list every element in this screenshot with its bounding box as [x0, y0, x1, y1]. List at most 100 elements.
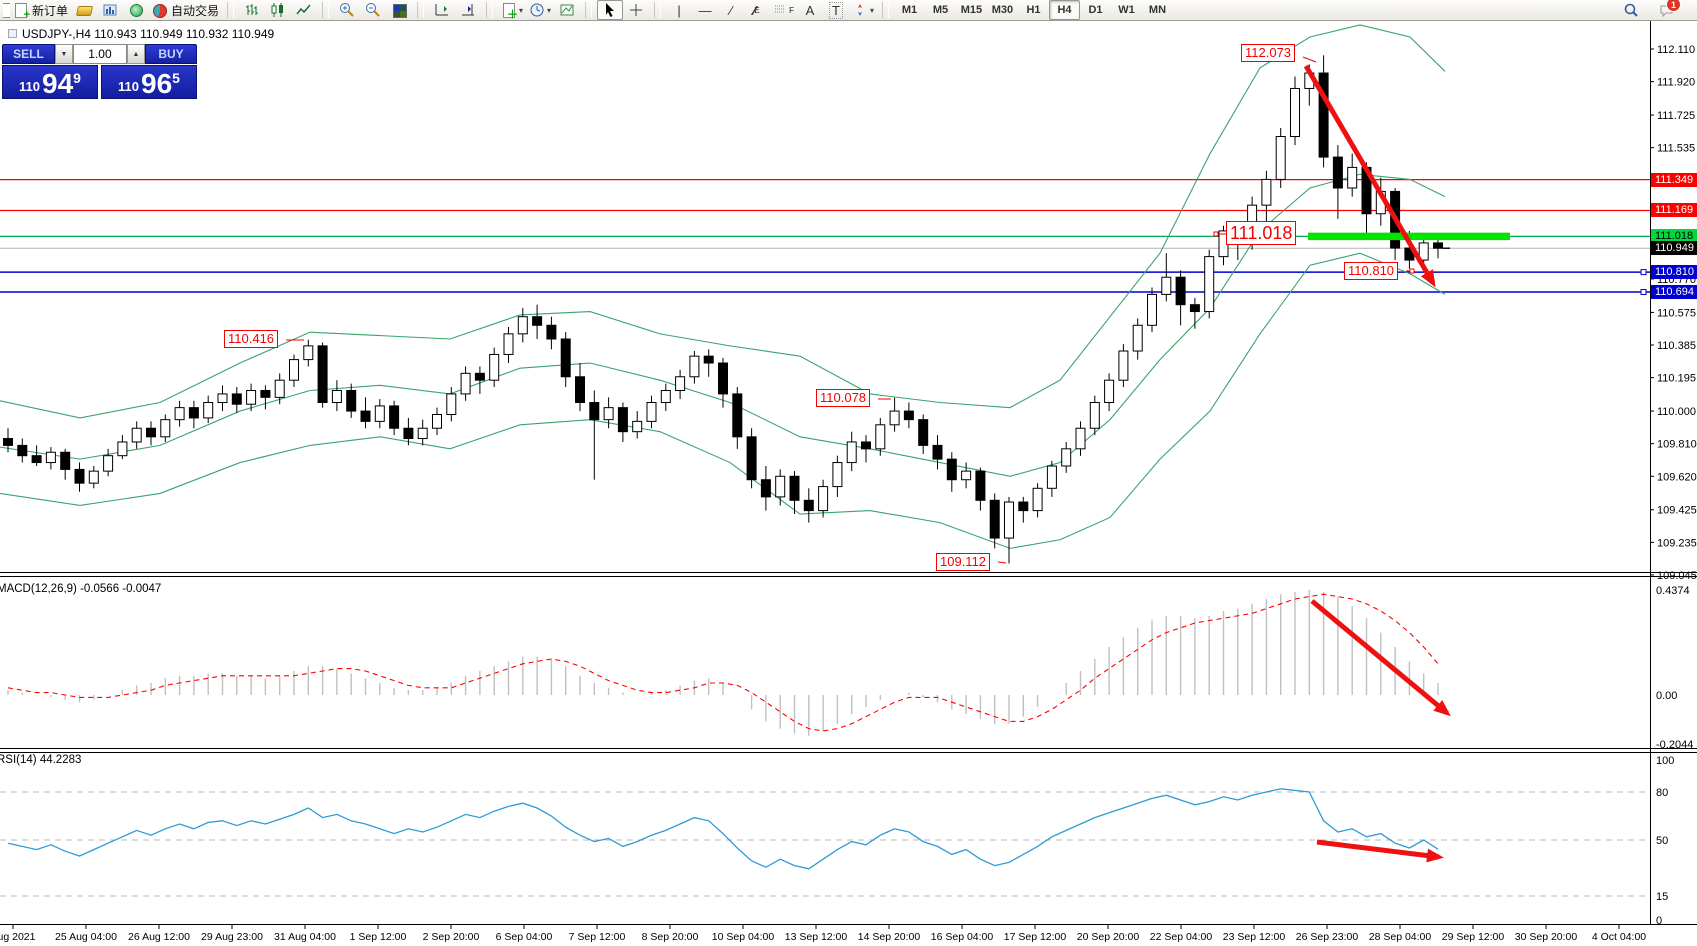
- zoom-in-button[interactable]: [334, 0, 360, 20]
- axis-price-badge: 110.810: [1651, 265, 1697, 280]
- tab-d1[interactable]: D1: [1088, 4, 1103, 16]
- sell-button[interactable]: SELL: [2, 44, 55, 64]
- buy-price-quote[interactable]: 110 96 5: [100, 65, 197, 99]
- cursor-button[interactable]: [597, 0, 624, 20]
- toolbar-separator: [881, 2, 889, 18]
- candlestick-chart-icon: [270, 2, 286, 18]
- notification-badge: 1: [1666, 0, 1681, 12]
- chat-bubble-icon: 1: [1659, 0, 1681, 18]
- svg-text:112.110: 112.110: [1657, 44, 1695, 56]
- tile-windows-icon: [391, 2, 408, 18]
- svg-text:31 Aug 04:00: 31 Aug 04:00: [274, 931, 336, 943]
- fibonacci-button[interactable]: F: [770, 0, 797, 20]
- text-button[interactable]: A: [797, 0, 823, 20]
- add-indicator-button[interactable]: ＋ ▾: [498, 0, 526, 21]
- svg-text:15: 15: [1656, 891, 1668, 903]
- bar-chart-icon: [244, 2, 260, 18]
- zoom-in-icon: [339, 2, 355, 18]
- trend-arrow[interactable]: [1316, 839, 1444, 863]
- sell-price-quote[interactable]: 110 94 9: [2, 65, 99, 99]
- svg-text:109.810: 109.810: [1657, 439, 1697, 451]
- toolbar-separator: [486, 2, 494, 18]
- auto-scroll-button[interactable]: [455, 0, 481, 20]
- template-icon: [559, 2, 575, 18]
- price-axis[interactable]: 112.110111.920111.725111.535110.770110.5…: [1650, 44, 1697, 582]
- green-highlight-segment[interactable]: [1308, 232, 1510, 241]
- add-indicator-icon: ＋: [501, 2, 518, 21]
- tab-h1[interactable]: H1: [1026, 4, 1041, 16]
- shapes-button[interactable]: ▾: [849, 0, 877, 20]
- horizontal-line-button[interactable]: —: [698, 2, 712, 18]
- signal-icon: [128, 2, 144, 18]
- time-axis[interactable]: Aug 2021 25 Aug 04:00 26 Aug 12:00 29 Aug 2…: [0, 924, 1646, 943]
- tab-m15[interactable]: M15: [960, 4, 983, 16]
- toolbar-group-charttype: [236, 0, 320, 20]
- price-annotation-110.078[interactable]: 110.078: [816, 389, 871, 407]
- tab-m5[interactable]: M5: [932, 4, 949, 16]
- timeframe-toolbar: M1 M5 M15 M30 H1 H4 D1 W1 MN: [891, 0, 1176, 20]
- svg-text:-0.2044: -0.2044: [1656, 739, 1693, 751]
- lot-size-input[interactable]: [72, 44, 127, 64]
- toolbar-separator: [227, 2, 235, 18]
- signals-button[interactable]: [123, 0, 149, 20]
- crosshair-button[interactable]: [623, 0, 649, 20]
- toolbar-group-drawtools: | — ∕ ∕∕E F A T ▾: [663, 0, 880, 20]
- main-toolbar: + 新订单 自动交易: [0, 0, 1697, 21]
- lot-increase-button[interactable]: ▲: [126, 44, 145, 64]
- zoom-out-button[interactable]: [360, 0, 386, 20]
- bar-chart-button[interactable]: [239, 0, 265, 20]
- new-order-button[interactable]: + 新订单: [10, 0, 71, 21]
- auto-scroll-icon: [460, 2, 476, 18]
- tile-windows-button[interactable]: [386, 0, 412, 20]
- gold-bar-icon: [75, 2, 94, 18]
- equidistant-channel-button[interactable]: ∕∕E: [744, 0, 770, 20]
- text-label-button[interactable]: T: [823, 0, 849, 20]
- period-button[interactable]: ▾: [526, 0, 554, 20]
- chart-corner-icon: [8, 29, 17, 38]
- chart-shift-button[interactable]: [429, 0, 455, 20]
- line-chart-button[interactable]: [291, 0, 317, 20]
- vertical-line-button[interactable]: |: [677, 2, 681, 18]
- fibo-label: F: [789, 5, 794, 15]
- price-annotation-111.018[interactable]: 111.018: [1226, 221, 1297, 245]
- toolbar-separator: [654, 2, 662, 18]
- svg-text:Aug 2021: Aug 2021: [0, 931, 36, 943]
- price-annotation-110.416[interactable]: 110.416: [224, 330, 279, 348]
- trendline-button[interactable]: ∕: [729, 2, 733, 18]
- search-icon: [1623, 2, 1639, 18]
- price-annotation-112.073[interactable]: 112.073: [1241, 44, 1296, 62]
- tab-h4[interactable]: H4: [1048, 0, 1080, 20]
- shapes-icon: [852, 2, 868, 18]
- svg-text:50: 50: [1656, 835, 1668, 847]
- tab-w1[interactable]: W1: [1118, 4, 1135, 16]
- price-annotation-109.112[interactable]: 109.112: [936, 553, 991, 571]
- sell-price-handle: 110: [19, 79, 41, 94]
- search-button[interactable]: [1618, 0, 1644, 20]
- autotrade-button[interactable]: 自动交易: [149, 0, 222, 20]
- notifications-button[interactable]: 1: [1654, 0, 1681, 20]
- svg-text:16 Sep 04:00: 16 Sep 04:00: [931, 931, 994, 943]
- tab-m30[interactable]: M30: [991, 4, 1014, 16]
- toolbar-group-indicators: ＋ ▾ ▾: [495, 0, 583, 21]
- price-annotation-110.810[interactable]: 110.810: [1344, 262, 1399, 280]
- buy-button[interactable]: BUY: [145, 44, 197, 64]
- svg-text:29 Sep 12:00: 29 Sep 12:00: [1442, 931, 1505, 943]
- template-button[interactable]: [554, 0, 580, 20]
- lot-decrease-button[interactable]: ▼: [54, 44, 73, 64]
- svg-text:28 Sep 04:00: 28 Sep 04:00: [1369, 931, 1432, 943]
- tab-mn[interactable]: MN: [1148, 4, 1167, 16]
- candlestick-chart-button[interactable]: [265, 0, 291, 20]
- trend-arrow[interactable]: [1310, 599, 1451, 717]
- svg-text:8 Sep 20:00: 8 Sep 20:00: [642, 931, 699, 943]
- chart-window-button[interactable]: [97, 0, 123, 20]
- svg-text:22 Sep 04:00: 22 Sep 04:00: [1150, 931, 1213, 943]
- zoom-out-icon: [365, 2, 381, 18]
- toolbar-separator: [585, 2, 593, 18]
- gold-button[interactable]: [71, 0, 97, 20]
- tab-m1[interactable]: M1: [901, 4, 918, 16]
- line-chart-icon: [296, 2, 312, 18]
- trend-arrow[interactable]: [1303, 64, 1436, 288]
- svg-text:26 Sep 23:00: 26 Sep 23:00: [1296, 931, 1359, 943]
